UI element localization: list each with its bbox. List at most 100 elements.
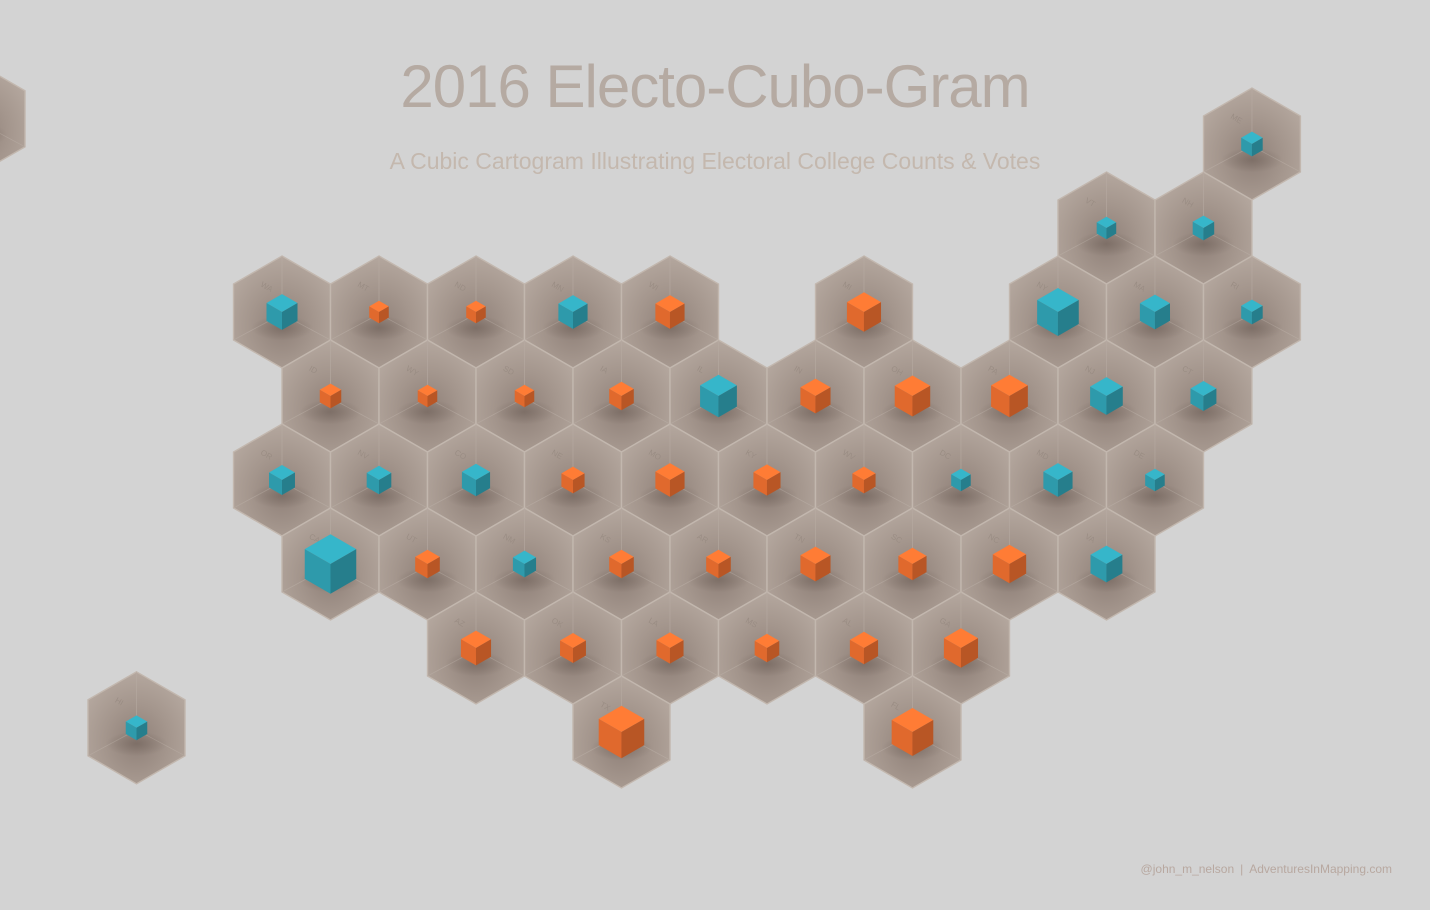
state-hex-ga[interactable]: GA (911, 591, 1011, 705)
cube-mi (846, 292, 882, 332)
state-hex-layer: AKMEVTNHWAMTNDMNWIMINYMARIIDWYSDIAILINOH… (0, 63, 1302, 789)
cube-in (800, 378, 831, 414)
cube-ks (609, 549, 634, 579)
cube-sc (898, 547, 927, 581)
state-hex-hi[interactable]: HI (87, 670, 186, 785)
cube-de (1145, 468, 1165, 492)
state-hex-wa[interactable]: WA (232, 255, 332, 369)
cube-me (1241, 131, 1263, 157)
cube-ny (1037, 287, 1079, 337)
cube-ut (415, 549, 440, 579)
state-label-id: ID (307, 364, 319, 376)
state-hex-mn[interactable]: MN (523, 255, 623, 369)
cube-ok (560, 633, 586, 663)
state-hex-il[interactable]: IL (669, 339, 768, 453)
state-hex-ut[interactable]: UT (378, 507, 477, 621)
cube-il (700, 374, 737, 418)
state-hex-mo[interactable]: MO (620, 423, 720, 537)
state-hex-ms[interactable]: MS (717, 591, 817, 705)
state-hex-fl[interactable]: FL (863, 675, 962, 789)
state-label-az: AZ (453, 616, 466, 629)
state-hex-ak[interactable]: AK (0, 63, 26, 175)
cube-az (460, 630, 492, 666)
cube-ga (943, 628, 979, 668)
state-hex-al[interactable]: AL (814, 591, 914, 705)
cube-co (461, 463, 491, 497)
state-hex-dc[interactable]: DC (911, 423, 1011, 537)
cube-nj (1090, 377, 1123, 415)
cube-ct (1190, 381, 1217, 411)
state-label-nj: NJ (1083, 364, 1096, 377)
map-subtitle: A Cubic Cartogram Illustrating Electoral… (389, 148, 1041, 174)
state-label-mi: MI (841, 280, 853, 292)
cube-hi (125, 715, 148, 741)
cube-wy (417, 384, 438, 408)
state-label-vt: VT (1083, 196, 1096, 209)
cube-oh (894, 375, 931, 417)
cube-ne (561, 466, 585, 494)
state-hex-ne[interactable]: NE (523, 423, 623, 537)
state-hex-nm[interactable]: NM (475, 507, 574, 621)
state-label-ri: RI (1229, 280, 1240, 292)
cube-nh (1192, 215, 1215, 241)
cube-ma (1139, 294, 1171, 330)
cube-la (656, 632, 684, 664)
cube-ri (1241, 299, 1263, 325)
cube-or (269, 465, 295, 495)
state-hex-mi[interactable]: MI (814, 255, 914, 369)
state-hex-nh[interactable]: NH (1154, 171, 1253, 285)
cube-pa (991, 374, 1028, 418)
cube-nc (992, 544, 1027, 584)
cube-ca (304, 534, 357, 594)
cube-fl (891, 707, 934, 757)
state-hex-sc[interactable]: SC (863, 507, 962, 621)
credit-separator: | (1240, 862, 1244, 876)
credit-line: @john_m_nelson | AdventuresInMapping.com (1141, 862, 1392, 876)
cube-nd (466, 300, 486, 324)
state-hex-me[interactable]: ME (1202, 87, 1302, 201)
state-hex-md[interactable]: MD (1008, 423, 1108, 537)
cube-al (849, 631, 879, 665)
cube-va (1090, 545, 1123, 583)
state-hex-ri[interactable]: RI (1202, 255, 1302, 369)
state-hex-va[interactable]: VA (1057, 507, 1156, 621)
state-hex-ky[interactable]: KY (717, 423, 817, 537)
cube-ms (754, 633, 780, 663)
cube-tx (598, 705, 645, 759)
state-hex-sd[interactable]: SD (475, 339, 574, 453)
cube-ar (706, 549, 731, 579)
cube-mn (558, 295, 588, 329)
cube-sd (514, 384, 535, 408)
state-hex-ar[interactable]: AR (669, 507, 768, 621)
state-hex-ks[interactable]: KS (572, 507, 671, 621)
cube-vt (1096, 216, 1117, 240)
cube-dc (951, 468, 971, 492)
cube-mo (655, 463, 685, 497)
state-hex-de[interactable]: DE (1105, 423, 1205, 537)
state-hex-id[interactable]: ID (281, 339, 380, 453)
cube-md (1043, 463, 1073, 497)
cube-tn (800, 546, 831, 582)
state-label-il: IL (695, 364, 706, 375)
cube-wi (655, 295, 685, 329)
state-hex-or[interactable]: OR (232, 423, 332, 537)
state-label-al: AL (841, 616, 854, 629)
state-hex-la[interactable]: LA (620, 591, 720, 705)
site-link[interactable]: AdventuresInMapping.com (1249, 862, 1392, 876)
cube-ia (609, 381, 634, 411)
state-hex-ok[interactable]: OK (523, 591, 623, 705)
state-hex-ca[interactable]: CA (281, 507, 380, 621)
state-label-in: IN (792, 364, 804, 376)
state-hex-wv[interactable]: WV (814, 423, 914, 537)
cube-mt (369, 300, 389, 324)
state-hex-az[interactable]: AZ (426, 591, 526, 705)
state-hex-wy[interactable]: WY (378, 339, 477, 453)
state-hex-pa[interactable]: PA (960, 339, 1059, 453)
cube-id (319, 383, 342, 409)
state-hex-ny[interactable]: NY (1008, 255, 1108, 369)
state-hex-mt[interactable]: MT (329, 255, 429, 369)
state-hex-tx[interactable]: TX (572, 675, 671, 789)
cube-wv (852, 466, 876, 494)
cube-nm (512, 550, 537, 578)
